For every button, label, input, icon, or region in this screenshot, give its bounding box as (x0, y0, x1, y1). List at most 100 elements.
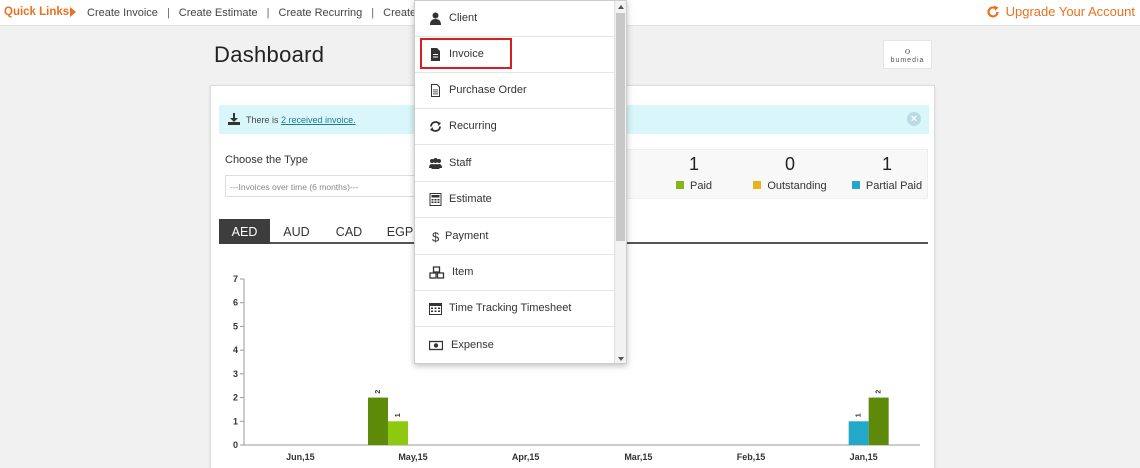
dollar-icon: $ (432, 230, 440, 243)
menu-item-purchase-order[interactable]: Purchase Order (415, 73, 615, 109)
y-tick-label: 3 (233, 369, 238, 379)
menu-item-time-tracking[interactable]: Time Tracking Timesheet (415, 291, 615, 327)
quick-link-create-estimate[interactable]: Create Estimate (178, 7, 258, 19)
data-label: 1 (856, 413, 863, 417)
quick-links-list: Create Invoice | Create Estimate | Create Re… (87, 7, 432, 19)
bar (868, 397, 889, 445)
y-tick-label: 5 (233, 321, 238, 331)
page-title: Dashboard (214, 42, 325, 67)
legend-swatch (675, 181, 684, 189)
separator: | (371, 7, 375, 19)
quick-link-create-invoice[interactable]: Create Invoice (87, 7, 158, 19)
menu-item-label: Expense (451, 339, 494, 351)
refresh-icon (430, 121, 441, 132)
data-label: 2 (375, 390, 382, 394)
money-icon (429, 340, 443, 351)
download-icon (228, 113, 240, 125)
stat-outstanding: 0 Outstanding (740, 150, 840, 192)
stat-paid: 1 Paid (644, 150, 744, 192)
bar (848, 421, 869, 445)
scrollbar[interactable] (614, 1, 626, 363)
company-logo: ℴ bumedia (883, 40, 932, 69)
logo-text: bumedia (890, 57, 925, 64)
stat-label-wrap: Paid (644, 180, 744, 192)
menu-item-label: Payment (445, 230, 489, 242)
stat-label: Outstanding (767, 180, 827, 192)
menu-item-expense[interactable]: Expense (415, 328, 615, 363)
highlight-box (420, 38, 512, 69)
y-tick-label: 2 (233, 393, 238, 403)
quick-link-create-recurring[interactable]: Create Recurring (278, 7, 363, 19)
tab-egp[interactable]: EGP (386, 225, 414, 239)
legend-swatch (753, 181, 762, 189)
menu-item-item[interactable]: Item (415, 255, 615, 291)
menu-item-label: Staff (449, 157, 472, 169)
invoice-bar-chart: 0 1 2 3 4 5 6 7 Jun,15 May,15 2 1 Apr,15 Mar,15 Feb,15… (233, 274, 920, 462)
stat-label-wrap: Partial Paid (837, 180, 937, 192)
bar (388, 421, 408, 445)
tab-cad[interactable]: CAD (335, 225, 363, 239)
menu-item-estimate[interactable]: Estimate (415, 182, 615, 218)
y-tick-label: 6 (233, 298, 238, 308)
scroll-up-icon[interactable] (618, 5, 624, 9)
invoice-stats: 1 Paid 0 Outstanding 1 Partial Paid (621, 149, 928, 199)
upgrade-account-link[interactable]: Upgrade Your Account (986, 4, 1135, 19)
y-tick-label: 1 (233, 416, 238, 426)
quick-links-label[interactable]: Quick Links (4, 6, 70, 18)
chart-type-select[interactable]: ---Invoices over time (6 months)--- (225, 175, 425, 197)
data-label: 1 (395, 413, 402, 417)
x-tick-label: Feb,15 (737, 452, 766, 462)
scrollbar-thumb[interactable] (616, 13, 625, 241)
menu-item-label: Item (452, 266, 474, 278)
x-tick-label: Apr,15 (512, 452, 540, 462)
group-icon (429, 158, 442, 169)
alert-message: There is 2 received invoice. (246, 115, 356, 125)
x-tick-label: Mar,15 (624, 452, 652, 462)
choose-type-label: Choose the Type (225, 154, 308, 166)
user-icon (430, 12, 441, 25)
tab-aed[interactable]: AED (219, 219, 270, 244)
stat-label: Paid (689, 180, 713, 192)
bar (368, 397, 388, 445)
menu-item-label: Estimate (449, 193, 492, 205)
received-invoice-link[interactable]: 2 received invoice. (281, 115, 356, 125)
menu-item-recurring[interactable]: Recurring (415, 109, 615, 145)
stat-label-wrap: Outstanding (740, 180, 840, 192)
caret-right-icon (70, 7, 76, 17)
menu-item-payment[interactable]: $ Payment (415, 219, 615, 255)
x-tick-label: Jun,15 (286, 452, 315, 462)
menu-item-label: Client (449, 12, 478, 24)
y-tick-label: 7 (233, 274, 238, 284)
alert-prefix: There is (246, 115, 279, 125)
logo-mark-icon: ℴ (904, 42, 911, 57)
menu-item-label: Recurring (449, 120, 497, 132)
calendar-icon (429, 303, 442, 315)
x-tick-label: May,15 (398, 452, 427, 462)
cubes-icon (429, 266, 445, 279)
stat-label: Partial Paid (865, 180, 923, 192)
stat-value: 0 (784, 154, 795, 174)
scroll-down-icon[interactable] (618, 357, 624, 361)
svg-text:$: $ (432, 230, 440, 243)
tab-aud[interactable]: AUD (283, 225, 310, 239)
upgrade-account-label: Upgrade Your Account (1005, 4, 1135, 19)
stat-partial-paid: 1 Partial Paid (837, 150, 937, 192)
calculator-icon (429, 193, 442, 206)
menu-item-label: Purchase Order (449, 84, 527, 96)
document-icon (431, 48, 440, 61)
menu-item-staff[interactable]: Staff (415, 146, 615, 182)
close-icon[interactable]: × (907, 112, 921, 126)
menu-item-invoice[interactable]: Invoice (415, 37, 615, 73)
y-tick-label: 4 (233, 345, 238, 355)
file-outline-icon (431, 84, 440, 97)
stat-value: 1 (688, 154, 699, 174)
y-tick-label: 0 (233, 440, 238, 450)
refresh-icon (987, 5, 999, 18)
menu-item-client[interactable]: Client (415, 1, 615, 37)
create-menu-dropdown[interactable]: Client Invoice Purchase Order Recurring … (414, 0, 627, 364)
legend-swatch (851, 181, 860, 189)
separator: | (166, 7, 170, 19)
menu-item-label: Invoice (449, 48, 484, 60)
menu-item-label: Time Tracking Timesheet (449, 302, 572, 314)
x-tick-label: Jan,15 (850, 452, 878, 462)
